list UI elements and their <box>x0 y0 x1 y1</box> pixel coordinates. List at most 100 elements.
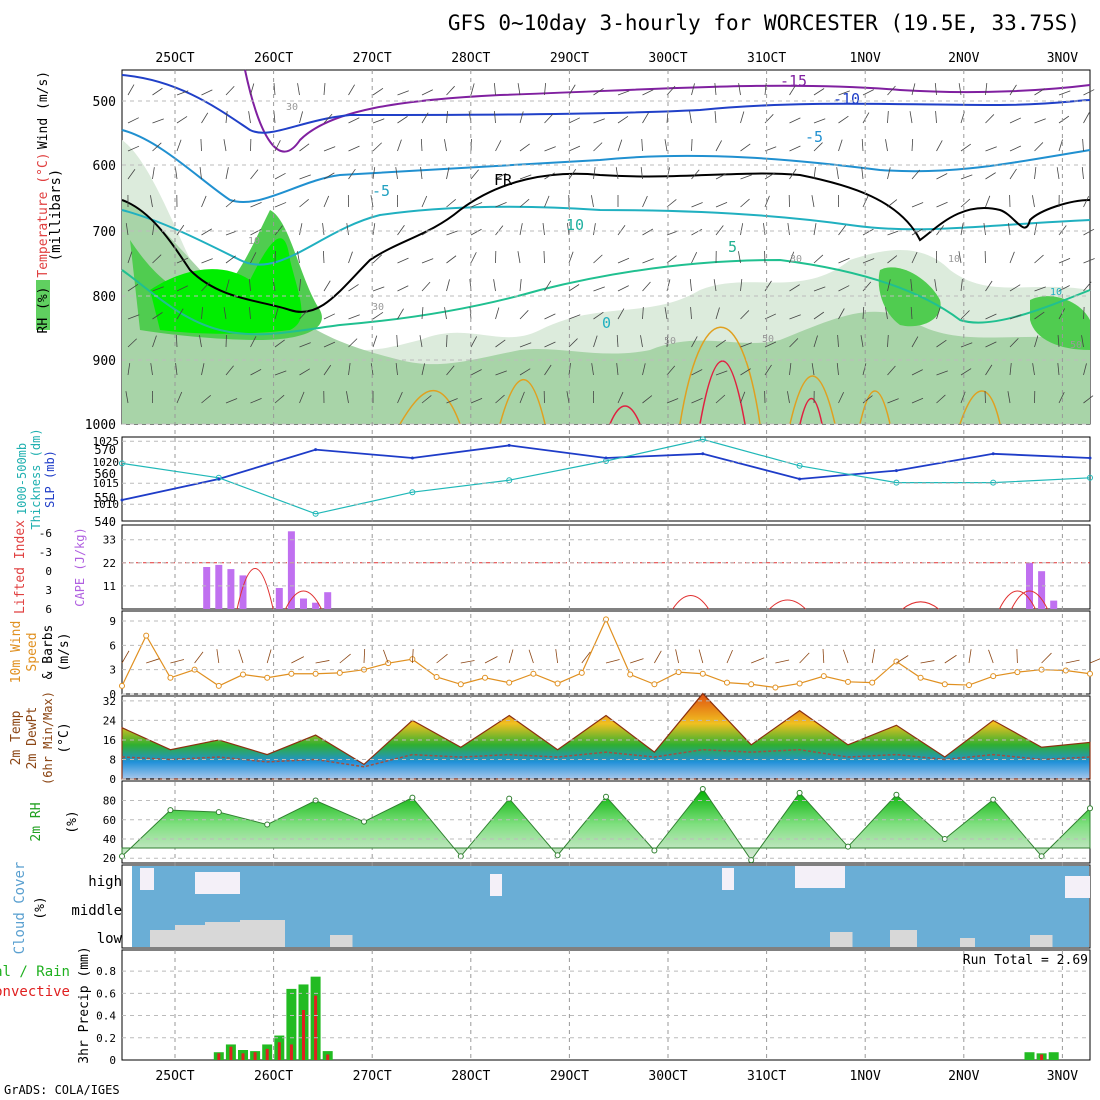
rh-point <box>990 796 997 803</box>
rh-point <box>264 821 271 828</box>
thickness-point <box>990 479 997 486</box>
wind-barb <box>764 341 777 348</box>
wind-barb <box>811 195 815 208</box>
wind-barb <box>935 111 937 124</box>
wind-barb <box>813 167 816 180</box>
wind-barb <box>642 258 654 264</box>
wind-barb <box>544 113 553 124</box>
wind-barb <box>715 225 724 236</box>
wind-barb <box>495 140 502 152</box>
wind-barb <box>568 117 580 124</box>
wind-barb <box>862 363 867 376</box>
wind-barb <box>175 363 178 376</box>
temp-label-4: (°C) <box>57 722 72 753</box>
wind-barb-10m <box>484 656 498 664</box>
precip-convective-bar <box>277 1042 281 1060</box>
wind-barb <box>494 111 496 124</box>
wind-barb <box>691 83 695 96</box>
cloud-low <box>330 935 353 947</box>
wind-barb <box>740 143 751 152</box>
slp-label-slp: SLP (mb) <box>43 450 57 508</box>
wind-barb <box>201 258 213 264</box>
wind-barb <box>593 335 598 348</box>
wind-barb-10m <box>121 650 130 664</box>
wind-barb <box>911 83 916 96</box>
wind-barb <box>299 198 309 208</box>
wind-barb <box>446 167 450 180</box>
temp-label-2: 2m DewPt <box>25 707 40 770</box>
wind-barb <box>1009 117 1022 124</box>
wind-barb <box>250 202 262 208</box>
temp-label-3: (6hr Min/Max) <box>41 691 55 785</box>
upper-y-tick: 500 <box>93 95 116 110</box>
wind-barb <box>419 335 423 348</box>
wind-barb <box>985 146 997 152</box>
wind-barb <box>1034 88 1045 96</box>
wind-barb <box>1034 118 1046 124</box>
wind-barb <box>764 195 770 208</box>
upper-y-tick: 600 <box>93 159 116 174</box>
wind-barb <box>1083 281 1092 292</box>
wind-barb <box>936 225 945 236</box>
wind-barb <box>150 195 153 208</box>
precip-convective-bar <box>314 995 318 1060</box>
wind-barb <box>960 143 972 152</box>
top-x-tick: 27OCT <box>353 51 392 66</box>
wind-barb-10m <box>238 649 244 664</box>
wind-barb <box>274 172 286 180</box>
upper-ylabel-mb: (millibars) <box>48 169 64 262</box>
wind-barb <box>372 142 382 152</box>
wind-barb <box>813 311 825 320</box>
wind-barb <box>127 145 140 152</box>
wind-speed-point <box>941 681 948 688</box>
wind-barb <box>446 85 455 96</box>
cloud-low <box>1030 935 1053 947</box>
rh-shade-right2 <box>1030 296 1090 350</box>
wind-barb <box>714 83 717 96</box>
wind-barb <box>691 202 703 208</box>
wind-barb <box>397 224 405 236</box>
wind-barb <box>960 174 973 180</box>
wind-speed-point <box>917 674 924 681</box>
wind-barb <box>640 335 643 348</box>
wind-barb-10m <box>605 659 620 664</box>
wind-barb <box>911 169 921 180</box>
wind-barb <box>150 363 153 376</box>
wind-barb <box>936 140 943 152</box>
precip-total-bar <box>286 988 297 1060</box>
thickness-line <box>121 438 1091 515</box>
wind-barb <box>274 307 279 320</box>
wind-barb <box>322 223 325 236</box>
wind-barb <box>789 117 801 124</box>
wind-speed-point <box>119 682 125 689</box>
wind-barb <box>985 341 997 348</box>
slp-tick: 1020 <box>93 456 120 469</box>
wind-barb <box>493 279 496 292</box>
wind-barb <box>715 370 728 376</box>
wind-barb <box>1007 391 1011 404</box>
cape-bar <box>312 602 320 609</box>
wind-barb-10m <box>630 658 644 664</box>
rh-point <box>361 818 367 825</box>
wind-barb <box>127 363 131 376</box>
wind-barb <box>223 307 227 320</box>
wind-barb <box>1057 335 1060 348</box>
cloud-high <box>140 868 154 890</box>
wind-barb <box>470 169 479 180</box>
wind-barb <box>201 228 213 236</box>
wind-barb <box>789 84 797 96</box>
cape-bar <box>1050 600 1058 609</box>
cloud-tick: middle <box>71 903 122 919</box>
wind-barb <box>837 335 839 348</box>
wind-barb <box>1081 335 1084 348</box>
wind-barb <box>543 250 545 264</box>
wind-barb <box>740 223 744 236</box>
wind-barb <box>372 118 385 124</box>
top-x-tick: 3NOV <box>1047 51 1078 66</box>
wind-barb <box>566 223 570 236</box>
wind-barb <box>860 335 864 348</box>
wind-barb <box>346 391 349 404</box>
slp-tick: 1010 <box>93 498 120 511</box>
wind-speed-point <box>240 671 246 678</box>
wind-barb <box>249 307 251 320</box>
